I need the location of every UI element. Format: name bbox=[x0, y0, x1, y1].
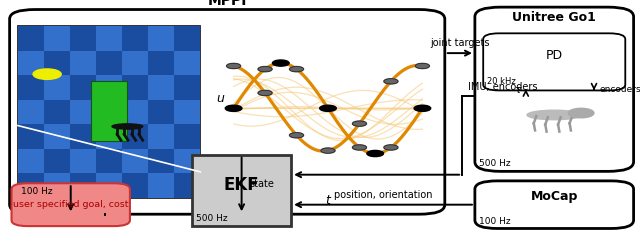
Circle shape bbox=[227, 63, 241, 69]
Circle shape bbox=[384, 79, 398, 84]
Text: PD: PD bbox=[546, 49, 563, 62]
Bar bbox=[122, 51, 148, 75]
Bar bbox=[70, 173, 96, 198]
Bar bbox=[44, 149, 70, 173]
Bar bbox=[122, 26, 148, 51]
Text: joint targets: joint targets bbox=[430, 38, 490, 48]
Text: 20 kHz: 20 kHz bbox=[487, 77, 516, 86]
Circle shape bbox=[273, 60, 289, 66]
Bar bbox=[96, 75, 122, 100]
Text: MPPI: MPPI bbox=[207, 0, 247, 8]
Bar bbox=[96, 100, 122, 124]
Bar bbox=[44, 124, 70, 149]
Bar bbox=[174, 100, 200, 124]
Bar bbox=[174, 124, 200, 149]
Circle shape bbox=[320, 105, 337, 111]
Bar bbox=[148, 149, 174, 173]
Bar bbox=[148, 51, 174, 75]
FancyBboxPatch shape bbox=[10, 10, 445, 214]
Bar bbox=[148, 173, 174, 198]
Bar bbox=[18, 173, 44, 198]
Bar bbox=[96, 51, 122, 75]
Bar bbox=[91, 81, 127, 141]
Circle shape bbox=[568, 108, 594, 118]
Text: 100 Hz: 100 Hz bbox=[21, 187, 52, 196]
Bar bbox=[44, 173, 70, 198]
Text: user specified goal, cost: user specified goal, cost bbox=[13, 200, 129, 209]
Circle shape bbox=[384, 145, 398, 150]
FancyBboxPatch shape bbox=[475, 181, 634, 228]
Bar bbox=[122, 124, 148, 149]
Bar bbox=[174, 26, 200, 51]
Circle shape bbox=[353, 145, 367, 150]
Bar bbox=[174, 75, 200, 100]
Bar bbox=[44, 26, 70, 51]
Circle shape bbox=[367, 150, 383, 157]
Bar bbox=[122, 75, 148, 100]
Bar bbox=[70, 149, 96, 173]
Bar bbox=[70, 51, 96, 75]
Text: encoders: encoders bbox=[599, 85, 640, 94]
Bar bbox=[18, 26, 200, 198]
Bar bbox=[96, 149, 122, 173]
Text: state: state bbox=[250, 179, 274, 189]
Text: 500 Hz: 500 Hz bbox=[479, 159, 510, 168]
Bar bbox=[192, 155, 291, 226]
FancyBboxPatch shape bbox=[12, 183, 130, 226]
Bar bbox=[70, 100, 96, 124]
Circle shape bbox=[415, 106, 429, 111]
Circle shape bbox=[289, 133, 303, 138]
Text: τ: τ bbox=[514, 85, 521, 95]
Text: MoCap: MoCap bbox=[531, 190, 578, 203]
Bar bbox=[44, 100, 70, 124]
Circle shape bbox=[258, 66, 272, 72]
Circle shape bbox=[227, 106, 241, 111]
Text: position, orientation: position, orientation bbox=[334, 190, 432, 200]
Bar bbox=[18, 75, 44, 100]
Bar bbox=[174, 149, 200, 173]
Bar bbox=[122, 100, 148, 124]
Bar bbox=[96, 26, 122, 51]
Ellipse shape bbox=[112, 124, 143, 129]
Circle shape bbox=[258, 90, 272, 95]
Text: 100 Hz: 100 Hz bbox=[479, 217, 510, 226]
FancyBboxPatch shape bbox=[475, 7, 634, 171]
Circle shape bbox=[225, 105, 242, 111]
Bar bbox=[70, 26, 96, 51]
Bar bbox=[148, 100, 174, 124]
Circle shape bbox=[415, 63, 429, 69]
Circle shape bbox=[33, 69, 61, 79]
Bar bbox=[18, 149, 44, 173]
Bar bbox=[18, 100, 44, 124]
Bar bbox=[174, 173, 200, 198]
Bar bbox=[122, 149, 148, 173]
Text: IMU, encoders: IMU, encoders bbox=[468, 82, 538, 92]
Bar bbox=[122, 173, 148, 198]
Circle shape bbox=[353, 121, 367, 126]
Bar bbox=[148, 75, 174, 100]
Bar bbox=[18, 26, 44, 51]
Text: u: u bbox=[216, 92, 224, 105]
Bar bbox=[148, 124, 174, 149]
Text: t: t bbox=[326, 194, 330, 207]
Ellipse shape bbox=[527, 110, 582, 120]
Bar bbox=[44, 51, 70, 75]
Bar bbox=[148, 26, 174, 51]
Text: 500 Hz: 500 Hz bbox=[196, 213, 227, 223]
FancyBboxPatch shape bbox=[483, 33, 625, 90]
Bar bbox=[174, 51, 200, 75]
Bar bbox=[96, 124, 122, 149]
Text: EKF: EKF bbox=[224, 176, 259, 194]
Bar bbox=[96, 173, 122, 198]
Circle shape bbox=[289, 66, 303, 72]
Bar bbox=[18, 124, 44, 149]
Bar bbox=[18, 51, 44, 75]
Circle shape bbox=[321, 106, 335, 111]
Bar bbox=[44, 75, 70, 100]
Circle shape bbox=[321, 148, 335, 153]
Bar bbox=[70, 75, 96, 100]
Text: Unitree Go1: Unitree Go1 bbox=[512, 11, 596, 24]
Circle shape bbox=[414, 105, 431, 111]
Bar bbox=[70, 124, 96, 149]
